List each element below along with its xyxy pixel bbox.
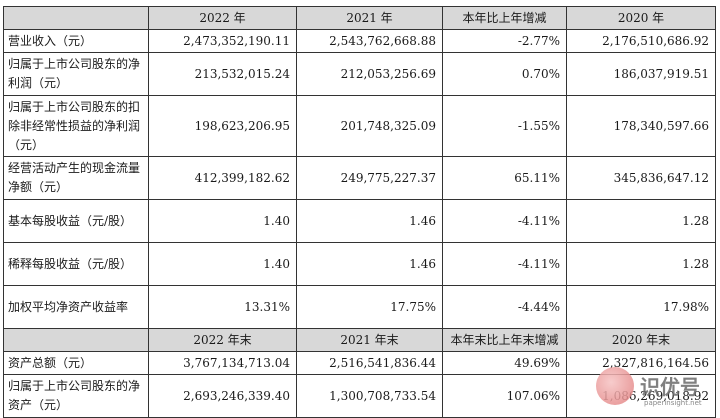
logo-icon <box>596 367 634 405</box>
header-cell: 2022 年末 <box>148 328 297 352</box>
value-2020: 186,037,919.51 <box>566 52 716 96</box>
header-cell: 2020 年末 <box>566 328 716 352</box>
watermark-brand: 识优号 <box>640 375 700 399</box>
value-change: 107.06% <box>442 374 567 418</box>
value-2022: 1.40 <box>148 242 297 286</box>
row-label: 归属于上市公司股东的扣除非经常性损益的净利润（元） <box>3 95 149 157</box>
value-2022: 2,473,352,190.11 <box>148 29 297 53</box>
row-label: 归属于上市公司股东的净利润（元） <box>3 52 149 96</box>
value-2022: 213,532,015.24 <box>148 52 297 96</box>
value-2021: 249,775,227.37 <box>296 156 443 200</box>
table-row: 基本每股收益（元/股） 1.40 1.46 -4.11% 1.28 <box>3 199 716 243</box>
row-label: 营业收入（元） <box>3 29 149 53</box>
value-change: -1.55% <box>442 95 567 157</box>
row-label: 资产总额（元） <box>3 351 149 375</box>
value-2022: 3,767,134,713.04 <box>148 351 297 375</box>
table-row: 资产总额（元） 3,767,134,713.04 2,516,541,836.4… <box>3 351 716 375</box>
table-row: 归属于上市公司股东的扣除非经常性损益的净利润（元） 198,623,206.95… <box>3 95 716 157</box>
header-cell: 本年末比上年末增减 <box>442 328 567 352</box>
value-change: 49.69% <box>442 351 567 375</box>
table-row: 归属于上市公司股东的净利润（元） 213,532,015.24 212,053,… <box>3 52 716 96</box>
value-change: 0.70% <box>442 52 567 96</box>
value-2021: 201,748,325.09 <box>296 95 443 157</box>
value-2021: 2,543,762,668.88 <box>296 29 443 53</box>
value-2021: 212,053,256.69 <box>296 52 443 96</box>
value-2020: 345,836,647.12 <box>566 156 716 200</box>
table-row: 营业收入（元） 2,473,352,190.11 2,543,762,668.8… <box>3 29 716 53</box>
watermark-site: paperinsight.net <box>644 399 702 407</box>
value-2022: 1.40 <box>148 199 297 243</box>
value-2022: 412,399,182.62 <box>148 156 297 200</box>
row-label: 基本每股收益（元/股） <box>3 199 149 243</box>
table-row: 归属于上市公司股东的净资产（元） 2,693,246,339.40 1,300,… <box>3 374 716 418</box>
value-2020: 178,340,597.66 <box>566 95 716 157</box>
header-cell: 2021 年末 <box>296 328 443 352</box>
header-cell: 2021 年 <box>296 6 443 30</box>
row-label: 经营活动产生的现金流量净额（元） <box>3 156 149 200</box>
row-label: 归属于上市公司股东的净资产（元） <box>3 374 149 418</box>
value-change: -4.11% <box>442 199 567 243</box>
value-2020: 2,327,816,164.56 <box>566 351 716 375</box>
value-2020: 17.98% <box>566 285 716 329</box>
value-2021: 2,516,541,836.44 <box>296 351 443 375</box>
value-change: -2.77% <box>442 29 567 53</box>
header-cell: 本年比上年增减 <box>442 6 567 30</box>
financial-table: 2022 年 2021 年 本年比上年增减 2020 年 营业收入（元） 2,4… <box>3 6 716 418</box>
value-2022: 13.31% <box>148 285 297 329</box>
value-change: -4.44% <box>442 285 567 329</box>
header-row-1: 2022 年 2021 年 本年比上年增减 2020 年 <box>3 6 716 30</box>
value-2021: 1,300,708,733.54 <box>296 374 443 418</box>
row-label: 稀释每股收益（元/股） <box>3 242 149 286</box>
header-cell <box>3 328 149 352</box>
header-cell <box>3 6 149 30</box>
value-change: -4.11% <box>442 242 567 286</box>
value-2022: 2,693,246,339.40 <box>148 374 297 418</box>
value-2021: 17.75% <box>296 285 443 329</box>
value-2020: 1.28 <box>566 242 716 286</box>
watermark: 识优号 paperinsight.net <box>594 365 714 415</box>
value-2021: 1.46 <box>296 242 443 286</box>
value-change: 65.11% <box>442 156 567 200</box>
header-cell: 2020 年 <box>566 6 716 30</box>
header-cell: 2022 年 <box>148 6 297 30</box>
value-2021: 1.46 <box>296 199 443 243</box>
table-row: 经营活动产生的现金流量净额（元） 412,399,182.62 249,775,… <box>3 156 716 200</box>
value-2020: 2,176,510,686.92 <box>566 29 716 53</box>
row-label: 加权平均净资产收益率 <box>3 285 149 329</box>
table-row: 稀释每股收益（元/股） 1.40 1.46 -4.11% 1.28 <box>3 242 716 286</box>
table-row: 加权平均净资产收益率 13.31% 17.75% -4.44% 17.98% <box>3 285 716 329</box>
value-2022: 198,623,206.95 <box>148 95 297 157</box>
header-row-2: 2022 年末 2021 年末 本年末比上年末增减 2020 年末 <box>3 328 716 352</box>
value-2020: 1.28 <box>566 199 716 243</box>
